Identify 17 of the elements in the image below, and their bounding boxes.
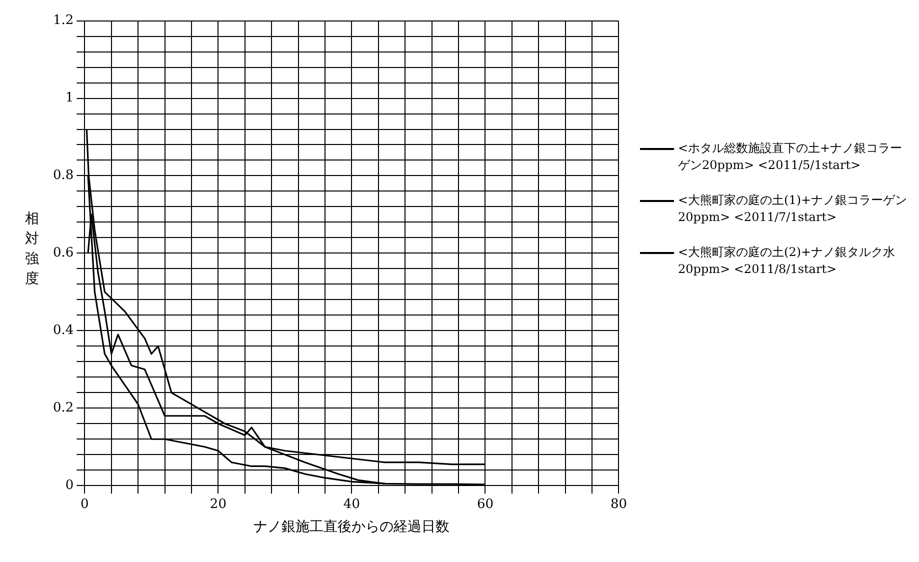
x-tick-label: 40 [343, 496, 360, 512]
y-tick-label: 0 [65, 478, 74, 493]
x-axis-title: ナノ銀施工直後からの経過日数 [254, 519, 450, 536]
x-tick-label: 80 [610, 496, 627, 512]
legend-label: <ホタル総数施設直下の土+ナノ銀コラーゲン20ppm> <2011/5/1start> [678, 140, 904, 174]
y-tick-label: 0.2 [52, 400, 74, 416]
legend-label: <大熊町家の庭の土(2)+ナノ銀タルク水 20ppm> <2011/8/1start> [678, 244, 896, 278]
y-tick-label: 0.8 [52, 168, 74, 184]
y-tick-label: 0.4 [52, 323, 74, 338]
x-tick-label: 60 [476, 496, 494, 512]
y-tick-label: 1.2 [52, 13, 74, 28]
legend-label: <大熊町家の庭の土(1)+ナノ銀コラーゲン20ppm> <2011/7/1start> [678, 192, 908, 226]
x-tick-label: 20 [210, 496, 226, 512]
x-tick-label: 0 [80, 496, 89, 512]
y-tick-label: 1 [65, 90, 74, 106]
y-tick-label: 0.6 [52, 246, 74, 261]
y-axis-title: 相対強度 [25, 211, 39, 288]
